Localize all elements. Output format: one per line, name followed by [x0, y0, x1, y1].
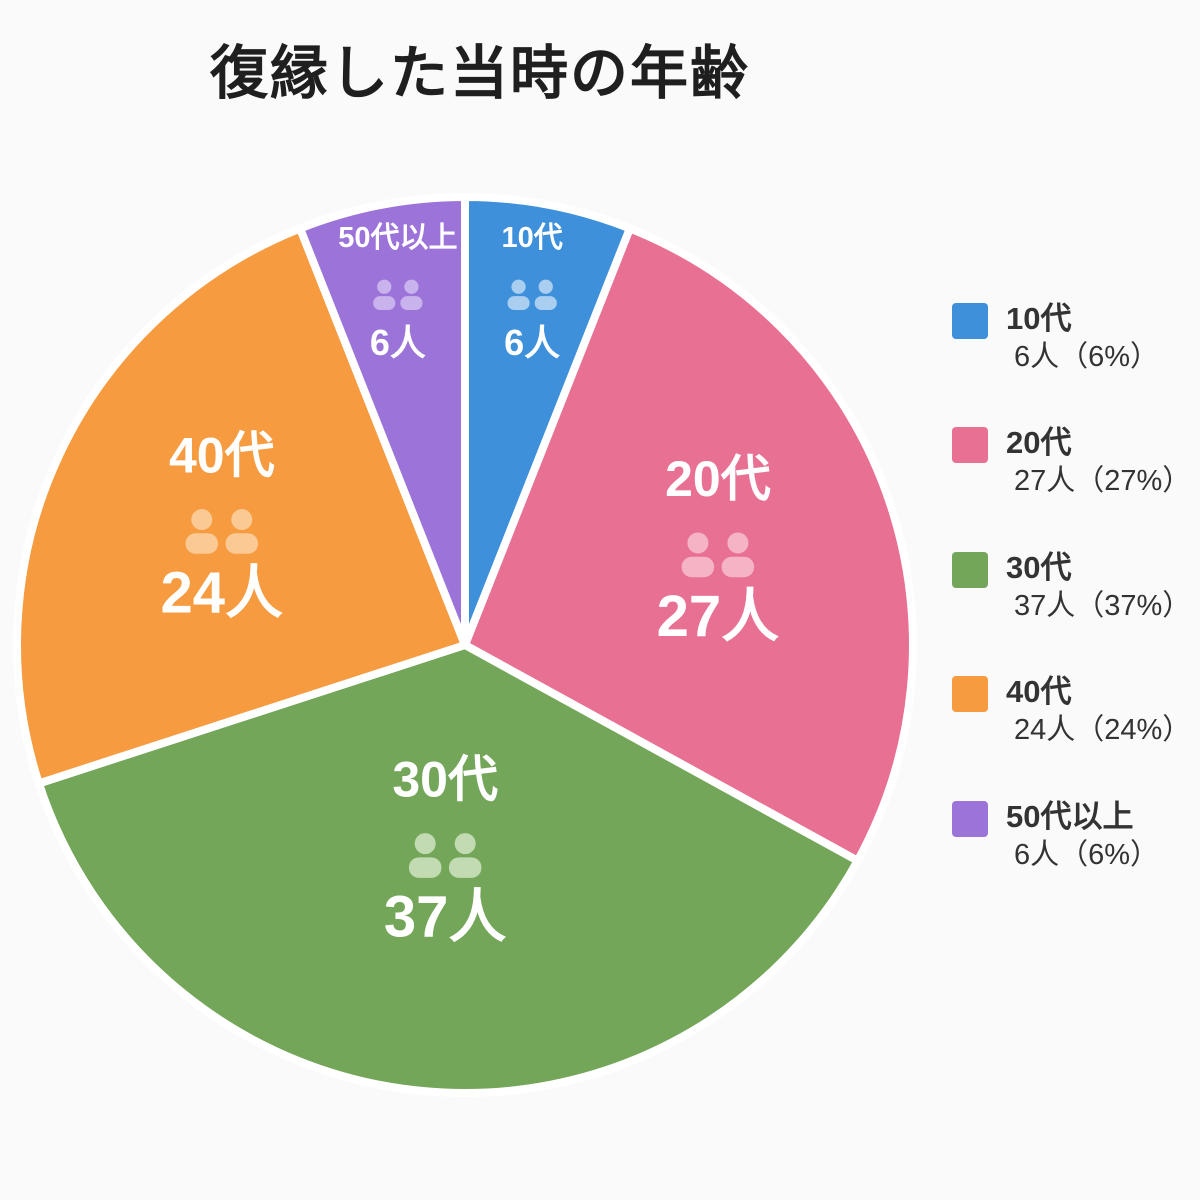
legend-item-20代: 20代 27人（27%） [952, 424, 1191, 500]
legend: 10代 6人（6%） 20代 27人（27%） 30代 37人（37%） 40代 24人（24… [952, 300, 1191, 874]
legend-swatch [952, 427, 988, 464]
legend-item-10代: 10代 6人（6%） [952, 300, 1191, 376]
slice-label-30代: 30代 37人 [384, 752, 507, 950]
legend-value: 6人（6%） [1014, 340, 1160, 373]
people-icon [408, 833, 482, 878]
legend-value: 6人（6%） [1014, 838, 1160, 871]
legend-text: 10代 6人（6%） [1006, 300, 1159, 376]
slice-category-label: 40代 [169, 428, 275, 484]
legend-item-40代: 40代 24人（24%） [952, 673, 1191, 749]
legend-label: 50代以上 [1006, 798, 1134, 834]
legend-text: 20代 27人（27%） [1006, 424, 1191, 500]
slice-category-label: 10代 [502, 221, 563, 254]
legend-text: 50代以上 6人（6%） [1006, 798, 1159, 874]
legend-label: 30代 [1006, 549, 1072, 585]
legend-value: 27人（27%） [1014, 465, 1192, 498]
slice-label-40代: 40代 24人 [161, 428, 284, 626]
slice-category-label: 50代以上 [338, 221, 457, 254]
legend-value: 37人（37%） [1014, 589, 1192, 622]
legend-swatch [952, 676, 988, 713]
legend-label: 20代 [1006, 425, 1072, 461]
slice-category-label: 20代 [665, 451, 771, 507]
slice-count-label: 37人 [384, 885, 507, 950]
legend-item-50代以上: 50代以上 6人（6%） [952, 798, 1191, 874]
slice-count-label: 6人 [504, 322, 560, 363]
slice-count-label: 27人 [657, 584, 780, 649]
chart-title: 復縁した当時の年齢 [209, 41, 750, 106]
legend-swatch [952, 551, 988, 588]
people-icon [507, 279, 557, 311]
legend-text: 40代 24人（24%） [1006, 673, 1191, 749]
pie-slice-30代 [34, 641, 862, 1097]
slice-label-10代: 10代 6人 [502, 221, 563, 363]
pie-slice-50代以上 [296, 193, 469, 649]
slice-label-50代以上: 50代以上 6人 [338, 221, 457, 363]
slice-count-label: 24人 [161, 561, 284, 626]
slice-count-label: 6人 [370, 322, 426, 363]
legend-swatch [952, 800, 988, 837]
legend-text: 30代 37人（37%） [1006, 549, 1191, 625]
legend-label: 10代 [1006, 301, 1072, 336]
legend-swatch [952, 303, 988, 339]
legend-label: 40代 [1006, 674, 1072, 710]
people-icon [681, 532, 755, 578]
people-icon [185, 509, 259, 554]
slice-label-20代: 20代 27人 [657, 451, 780, 649]
slice-category-label: 30代 [392, 752, 498, 808]
legend-value: 24人（24%） [1014, 714, 1192, 747]
legend-item-30代: 30代 37人（37%） [952, 549, 1191, 625]
people-icon [373, 279, 423, 311]
